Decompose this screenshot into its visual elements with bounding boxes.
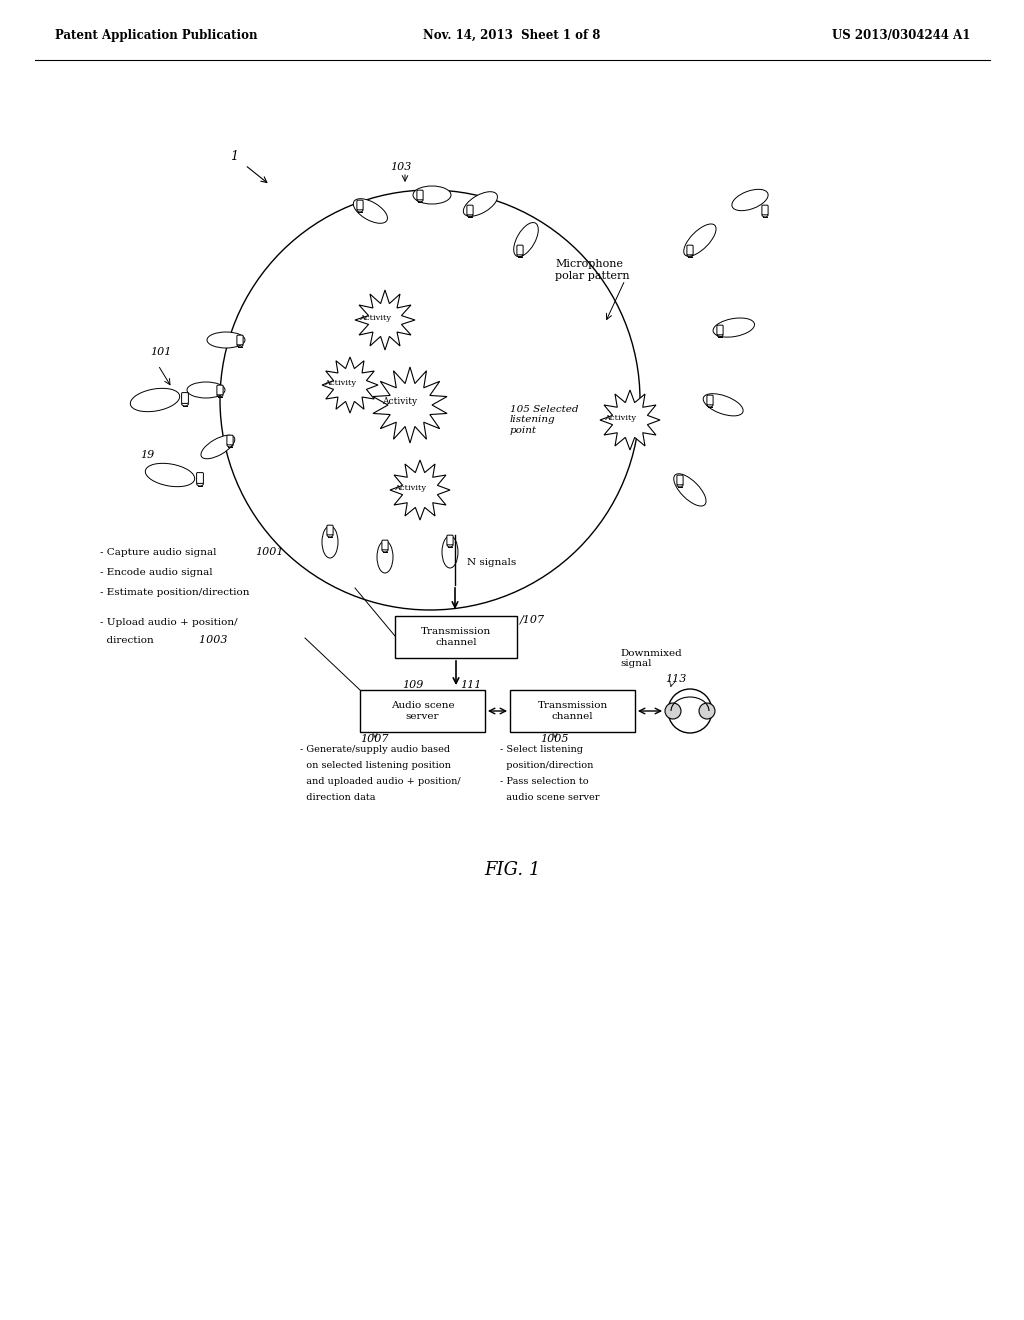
Text: 1: 1 — [230, 150, 238, 162]
Text: - Select listening: - Select listening — [500, 744, 583, 754]
Text: - Generate/supply audio based: - Generate/supply audio based — [300, 744, 451, 754]
Text: Activity: Activity — [394, 484, 426, 492]
FancyBboxPatch shape — [382, 540, 388, 550]
Ellipse shape — [674, 474, 707, 506]
FancyBboxPatch shape — [395, 616, 517, 657]
Ellipse shape — [732, 189, 768, 211]
Ellipse shape — [187, 381, 225, 399]
Ellipse shape — [377, 541, 393, 573]
FancyBboxPatch shape — [677, 475, 683, 484]
Text: Activity: Activity — [359, 314, 391, 322]
Ellipse shape — [703, 393, 743, 416]
Text: 1005: 1005 — [540, 734, 568, 744]
Ellipse shape — [322, 525, 338, 558]
Text: direction data: direction data — [300, 793, 376, 803]
Text: Transmission
channel: Transmission channel — [538, 701, 607, 721]
Text: /107: /107 — [520, 614, 545, 624]
Polygon shape — [355, 290, 415, 350]
Polygon shape — [600, 389, 660, 450]
Text: Patent Application Publication: Patent Application Publication — [55, 29, 257, 41]
FancyBboxPatch shape — [517, 246, 523, 255]
Text: 1003: 1003 — [185, 635, 227, 645]
FancyBboxPatch shape — [237, 335, 243, 345]
Text: - Capture audio signal: - Capture audio signal — [100, 548, 216, 557]
Text: Microphone
polar pattern: Microphone polar pattern — [555, 259, 630, 281]
FancyBboxPatch shape — [446, 535, 453, 545]
Ellipse shape — [442, 536, 458, 568]
Text: direction: direction — [100, 636, 154, 645]
FancyBboxPatch shape — [717, 325, 723, 335]
FancyBboxPatch shape — [467, 205, 473, 215]
Ellipse shape — [130, 388, 179, 412]
Text: Nov. 14, 2013  Sheet 1 of 8: Nov. 14, 2013 Sheet 1 of 8 — [423, 29, 601, 41]
Text: US 2013/0304244 A1: US 2013/0304244 A1 — [831, 29, 970, 41]
Text: FIG. 1: FIG. 1 — [483, 861, 541, 879]
FancyBboxPatch shape — [510, 690, 635, 733]
Text: 1001: 1001 — [255, 546, 284, 557]
Text: 105 Selected
listening
point: 105 Selected listening point — [510, 405, 579, 434]
FancyBboxPatch shape — [687, 246, 693, 255]
Text: and uploaded audio + position/: and uploaded audio + position/ — [300, 777, 461, 785]
Ellipse shape — [684, 224, 716, 256]
Text: position/direction: position/direction — [500, 762, 593, 770]
Ellipse shape — [201, 436, 234, 459]
Text: 113: 113 — [665, 675, 686, 684]
Ellipse shape — [514, 223, 539, 256]
Text: - Pass selection to: - Pass selection to — [500, 777, 589, 785]
Ellipse shape — [145, 463, 195, 487]
Text: Activity: Activity — [382, 397, 418, 407]
FancyBboxPatch shape — [417, 190, 423, 199]
Ellipse shape — [353, 199, 387, 223]
FancyBboxPatch shape — [217, 385, 223, 395]
Text: Audio scene
server: Audio scene server — [391, 701, 455, 721]
FancyBboxPatch shape — [327, 525, 333, 535]
Text: Transmission
channel: Transmission channel — [421, 627, 492, 647]
FancyBboxPatch shape — [360, 690, 485, 733]
Text: Downmixed
signal: Downmixed signal — [620, 648, 682, 668]
FancyBboxPatch shape — [227, 436, 233, 445]
Text: N signals: N signals — [467, 558, 516, 568]
FancyBboxPatch shape — [197, 473, 204, 483]
Text: 103: 103 — [390, 162, 412, 172]
Text: 109: 109 — [402, 680, 423, 690]
Text: 19: 19 — [140, 450, 155, 459]
Ellipse shape — [713, 318, 755, 337]
Ellipse shape — [463, 191, 498, 216]
Text: - Upload audio + position/: - Upload audio + position/ — [100, 618, 238, 627]
FancyBboxPatch shape — [762, 205, 768, 215]
Text: on selected listening position: on selected listening position — [300, 762, 451, 770]
Polygon shape — [322, 356, 378, 413]
Ellipse shape — [413, 186, 451, 205]
Text: 111: 111 — [460, 680, 481, 690]
Text: 1007: 1007 — [360, 734, 388, 744]
Ellipse shape — [207, 333, 245, 348]
Polygon shape — [390, 459, 450, 520]
Text: - Encode audio signal: - Encode audio signal — [100, 568, 213, 577]
Circle shape — [665, 704, 681, 719]
Text: Activity: Activity — [604, 414, 636, 422]
Polygon shape — [373, 367, 447, 444]
Circle shape — [699, 704, 715, 719]
Text: - Estimate position/direction: - Estimate position/direction — [100, 587, 250, 597]
FancyBboxPatch shape — [357, 201, 364, 210]
Text: audio scene server: audio scene server — [500, 793, 599, 803]
FancyBboxPatch shape — [181, 392, 188, 404]
Text: 101: 101 — [150, 347, 171, 356]
Text: Activity: Activity — [324, 379, 356, 387]
FancyBboxPatch shape — [707, 395, 713, 405]
